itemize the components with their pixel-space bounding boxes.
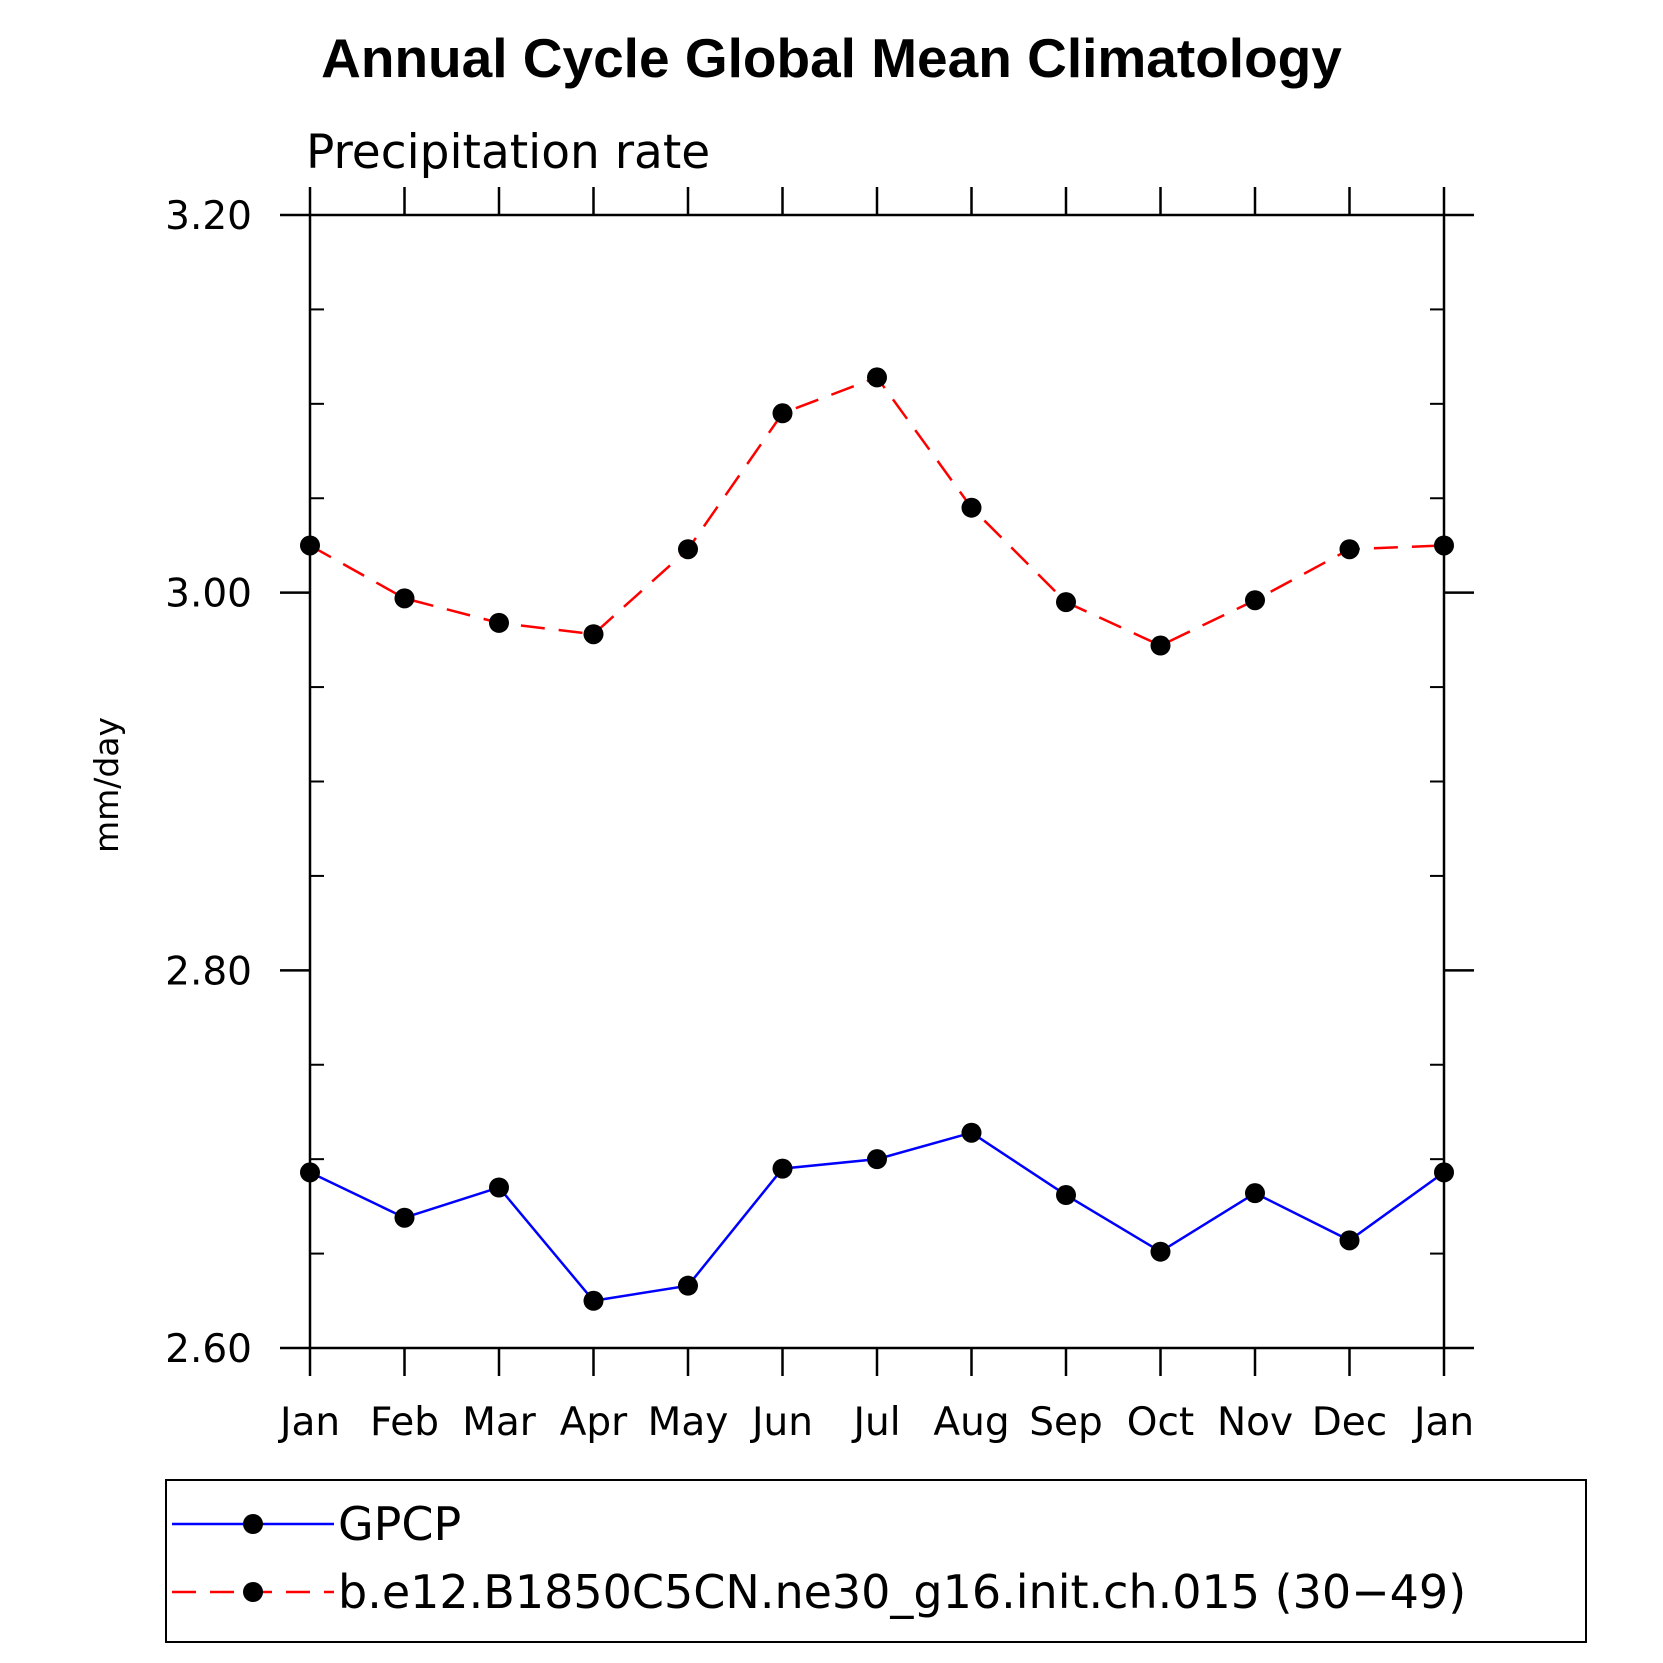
series-2-point — [394, 588, 415, 609]
y-tick-label: 3.20 — [165, 194, 252, 239]
series-2-point — [678, 539, 698, 560]
legend-marker-1 — [243, 1514, 263, 1534]
series-1-point — [1150, 1241, 1171, 1262]
x-tick-label: Apr — [560, 1400, 628, 1445]
series-1-point — [961, 1122, 982, 1143]
x-tick-label: May — [648, 1400, 729, 1445]
x-tick-label: Jan — [1411, 1400, 1474, 1445]
x-tick-label: Mar — [462, 1400, 537, 1445]
y-tick-label: 2.60 — [165, 1327, 252, 1372]
series-1-point — [867, 1149, 887, 1170]
series-2-point — [1245, 590, 1265, 611]
chart-title: Annual Cycle Global Mean Climatology — [321, 27, 1342, 89]
chart-subtitle: Precipitation rate — [306, 125, 710, 180]
legend: GPCP b.e12.B1850C5CN.ne30_g16.init.ch.015… — [165, 1479, 1587, 1643]
series-1-point — [772, 1158, 793, 1179]
series-line-2 — [309, 375, 1445, 647]
y-axis-label: mm/day — [87, 717, 126, 853]
x-tick-label: Aug — [933, 1400, 1009, 1445]
legend-marker-2 — [243, 1582, 263, 1602]
series-1-point — [1056, 1185, 1076, 1206]
series-1-point — [583, 1290, 604, 1311]
legend-label-1: GPCP — [338, 1497, 461, 1551]
series-1-point — [1245, 1183, 1265, 1204]
series-2-point — [1339, 539, 1360, 560]
series-2-point — [1150, 635, 1171, 656]
x-tick-label: Feb — [370, 1400, 439, 1445]
series-2-point — [583, 624, 604, 645]
x-tick-label: Jan — [277, 1400, 340, 1445]
x-tick-label: Oct — [1127, 1400, 1194, 1445]
x-tick-label: Dec — [1312, 1400, 1387, 1445]
series-1-point — [394, 1207, 415, 1228]
legend-label-2: b.e12.B1850C5CN.ne30_g16.init.ch.015 (30… — [338, 1565, 1466, 1619]
y-tick-label: 2.80 — [165, 949, 252, 994]
series-2-point — [1056, 592, 1076, 613]
series-1-point — [1434, 1162, 1454, 1183]
series-2-point — [300, 535, 320, 556]
series-1-point — [300, 1162, 320, 1183]
series-1-point — [489, 1177, 509, 1198]
legend-box — [165, 1479, 1587, 1643]
series-2-point — [772, 403, 793, 424]
series-1-point — [1339, 1230, 1360, 1251]
x-tick-label: Jul — [850, 1400, 900, 1445]
x-tick-label: Jun — [749, 1400, 813, 1445]
series-1-point — [678, 1275, 698, 1296]
series-2-point — [1434, 535, 1454, 556]
series-2-point — [961, 497, 982, 518]
y-tick-label: 3.00 — [165, 572, 252, 617]
series-2-point — [489, 612, 509, 633]
x-tick-label: Sep — [1029, 1400, 1103, 1445]
x-tick-label: Nov — [1217, 1400, 1293, 1445]
series-2-point — [867, 367, 887, 388]
